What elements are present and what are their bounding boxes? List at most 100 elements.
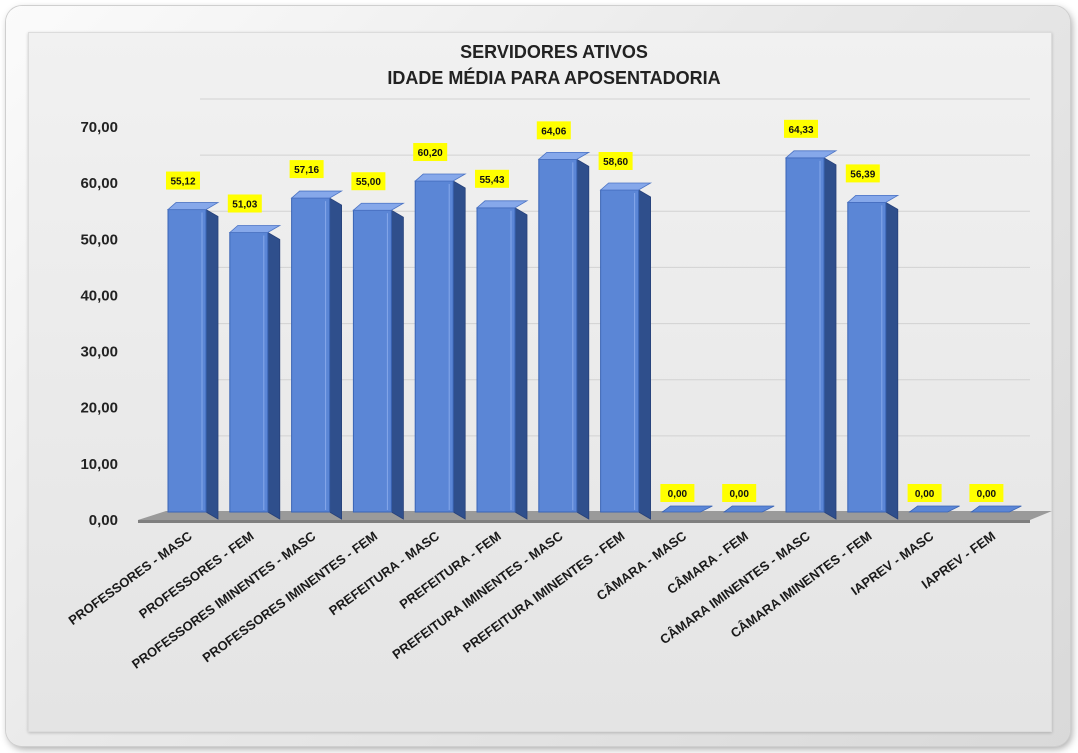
y-tick-label: 30,00: [80, 344, 118, 361]
data-label-text: 0,00: [729, 489, 749, 500]
bar-top: [166, 202, 220, 210]
bar-flat: [908, 505, 960, 513]
data-label-text: 0,00: [915, 489, 935, 500]
bar: [846, 195, 900, 520]
bar: [723, 505, 775, 513]
bar-top: [352, 202, 405, 211]
bar: [166, 202, 220, 520]
bar-front: [847, 201, 887, 513]
bar-side: [390, 209, 404, 520]
data-label: 55,43: [475, 169, 509, 188]
bar-top: [228, 225, 282, 233]
data-label: 0,00: [660, 484, 695, 502]
bars: [166, 150, 1022, 520]
data-label: 64,06: [536, 121, 571, 140]
data-label-box: [351, 172, 386, 191]
chart-floor: [138, 511, 1052, 523]
bar-front: [600, 189, 640, 513]
data-label: 0,00: [907, 484, 942, 502]
floor-edge: [138, 520, 1030, 523]
y-tick-label: 60,00: [80, 175, 118, 192]
data-label-text: 0,00: [668, 489, 688, 500]
bar: [537, 151, 591, 520]
bar-top: [475, 200, 529, 209]
data-label-box: [536, 121, 571, 140]
data-label-box: [413, 143, 448, 162]
bar: [414, 173, 467, 520]
bar-front: [352, 209, 392, 513]
bar-front: [414, 180, 454, 513]
y-tick-label: 50,00: [80, 231, 118, 248]
y-tick-label: 40,00: [80, 287, 118, 304]
data-label: 0,00: [722, 484, 757, 502]
bar-side: [267, 231, 281, 520]
bar-flat: [723, 505, 775, 513]
data-label-text: 51,03: [232, 200, 257, 211]
bar: [475, 200, 529, 520]
x-tick-label: PREFEITURA - FEM: [397, 528, 504, 612]
bar-top: [846, 195, 900, 203]
bar-flat: [661, 505, 713, 513]
data-label-box: [845, 164, 880, 183]
y-tick-label: 20,00: [80, 400, 118, 417]
data-label-box: [227, 194, 262, 213]
bar: [599, 182, 653, 520]
bar-top: [537, 151, 591, 160]
bar: [661, 505, 713, 513]
data-label-box: [784, 119, 818, 138]
chart-title-line-1: SERVIDORES ATIVOS: [460, 42, 648, 62]
bar-side: [452, 180, 466, 520]
data-label-box: [166, 171, 200, 190]
bar: [970, 505, 1022, 513]
data-label-text: 57,16: [294, 165, 319, 176]
data-label-box: [289, 160, 324, 179]
chart-title-line-2: IDADE MÉDIA PARA APOSENTADORIA: [387, 67, 720, 88]
data-labels: 55,12 51,03 57,16 55,00 60,20 55,43 64,06 58,60…: [166, 119, 1004, 502]
bar-side: [638, 189, 651, 520]
x-tick-label: PREFEITURA - MASC: [326, 528, 442, 618]
bar-side: [329, 197, 343, 520]
bar-front: [785, 157, 825, 513]
data-label: 64,33: [784, 119, 818, 138]
floor-top: [138, 511, 1052, 520]
y-tick-label: 70,00: [80, 119, 118, 136]
data-label: 0,00: [969, 484, 1004, 502]
data-label-text: 0,00: [977, 489, 997, 500]
bar: [784, 150, 838, 520]
data-label-text: 64,06: [541, 126, 566, 137]
bar-side: [514, 207, 528, 520]
data-label: 58,60: [598, 152, 633, 171]
data-label: 55,00: [351, 172, 386, 191]
x-tick-label: PROFESSORES - FEM: [136, 528, 256, 621]
data-label: 57,16: [289, 160, 324, 179]
bar-top: [599, 182, 653, 191]
bar-front: [167, 209, 207, 513]
bar: [352, 202, 405, 520]
bar: [908, 505, 960, 513]
bar-front: [476, 207, 516, 513]
data-label-box: [907, 484, 942, 502]
data-label-text: 55,43: [479, 175, 504, 186]
y-axis: 0,00 10,00 20,00 30,00 40,00 50,00 60,00 70,00: [80, 119, 118, 529]
data-label-text: 58,60: [603, 157, 628, 168]
data-label-text: 55,12: [170, 177, 195, 188]
data-label-box: [969, 484, 1004, 502]
bar-side: [576, 158, 590, 520]
data-label-text: 55,00: [356, 177, 381, 188]
bar-flat: [970, 505, 1022, 513]
data-label: 51,03: [227, 194, 262, 213]
bar-top: [784, 150, 838, 159]
data-label-box: [598, 152, 633, 171]
bar-top: [290, 190, 344, 199]
data-label-text: 60,20: [418, 148, 443, 159]
x-tick-label: PROFESSORES - MASC: [66, 528, 196, 628]
data-label-text: 56,39: [850, 169, 875, 180]
bar-front: [229, 232, 269, 513]
y-tick-label: 0,00: [89, 512, 118, 529]
data-label-text: 64,33: [788, 125, 813, 136]
data-label: 60,20: [413, 143, 448, 162]
data-label-box: [722, 484, 757, 502]
bar: [228, 225, 282, 520]
